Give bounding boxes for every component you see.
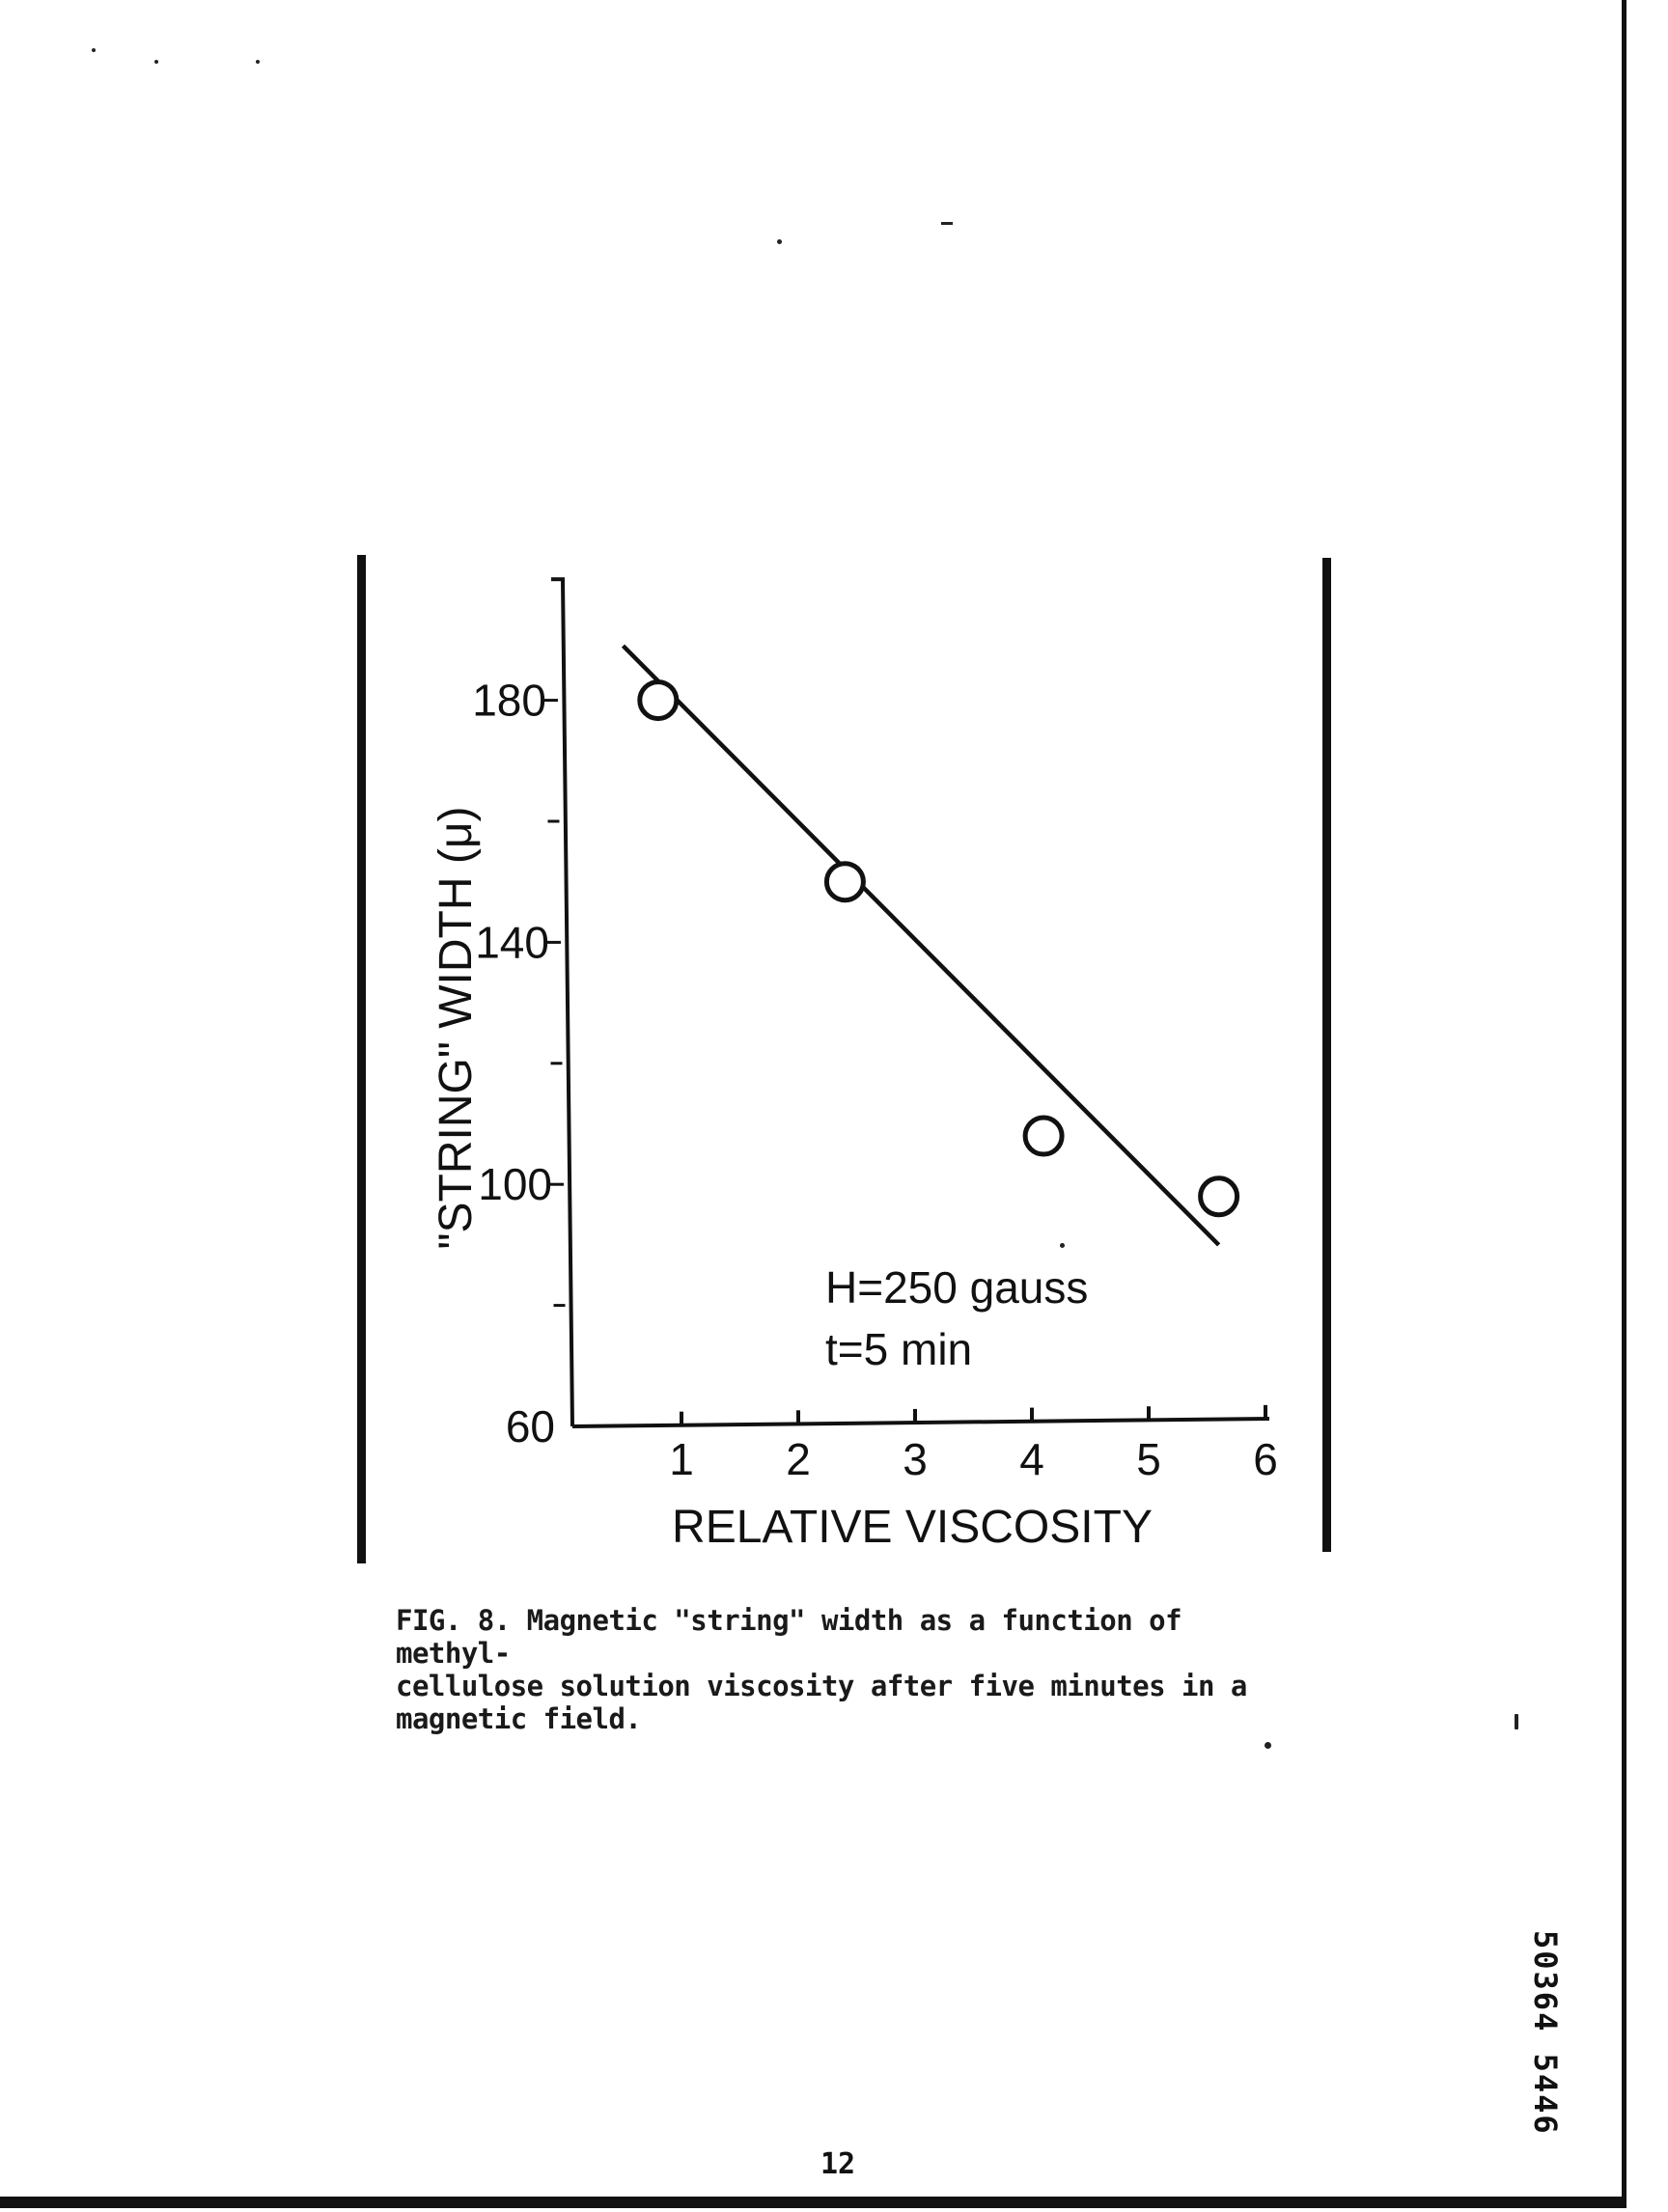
x-axis-line — [571, 1417, 1270, 1428]
x-tick-label: 2 — [786, 1434, 811, 1484]
fit-line — [621, 644, 1221, 1247]
scan-speck — [154, 60, 158, 64]
scan-speck — [256, 60, 260, 64]
scan-speck — [1265, 1742, 1271, 1749]
data-points — [637, 679, 1240, 1218]
y-tick-label: 100 — [478, 1159, 552, 1209]
scan-speck — [777, 239, 782, 244]
document-id: 50364 5446 — [1527, 1930, 1564, 2136]
x-tick-label: 6 — [1253, 1434, 1278, 1484]
x-tick-label: 4 — [1019, 1434, 1044, 1484]
x-tick-label: 1 — [669, 1434, 694, 1484]
scan-speck — [92, 48, 96, 52]
y-tick-label: 180 — [472, 676, 546, 726]
data-point — [637, 679, 680, 722]
fit-line-group — [621, 644, 1221, 1247]
page-border-right — [1622, 0, 1626, 2200]
figure-left-bar — [357, 555, 366, 1563]
x-tick-label: 5 — [1136, 1434, 1161, 1484]
data-point — [1022, 1115, 1065, 1157]
x-tick-label: 3 — [903, 1434, 928, 1484]
data-point — [1198, 1175, 1240, 1218]
y-axis-ticks: 60 100 140 180 — [472, 676, 566, 1452]
page-border-bottom — [0, 2197, 1626, 2208]
x-axis-label: RELATIVE VISCOSITY — [672, 1502, 1153, 1553]
chart-axes — [551, 577, 1270, 1428]
annotation-time: t=5 min — [825, 1324, 972, 1374]
data-point — [823, 861, 866, 903]
y-tick-label: 60 — [506, 1401, 555, 1452]
scan-speck — [1060, 1243, 1065, 1248]
chart: 60 100 140 180 1 2 3 4 5 6 "STRING" WIDTH (μ) RE… — [431, 577, 1278, 1553]
y-tick-label: 140 — [475, 917, 549, 967]
x-axis-ticks: 1 2 3 4 5 6 — [669, 1404, 1278, 1484]
scan-speck — [1515, 1714, 1518, 1729]
y-axis-label: "STRING" WIDTH (μ) — [431, 807, 482, 1250]
figure-right-bar — [1322, 558, 1331, 1552]
figure-caption: FIG. 8. Magnetic "string" width as a fun… — [396, 1604, 1247, 1735]
scan-speck — [941, 222, 953, 225]
annotation-field: H=250 gauss — [825, 1262, 1088, 1313]
page-number: 12 — [820, 2147, 856, 2181]
y-axis-line — [561, 579, 574, 1427]
